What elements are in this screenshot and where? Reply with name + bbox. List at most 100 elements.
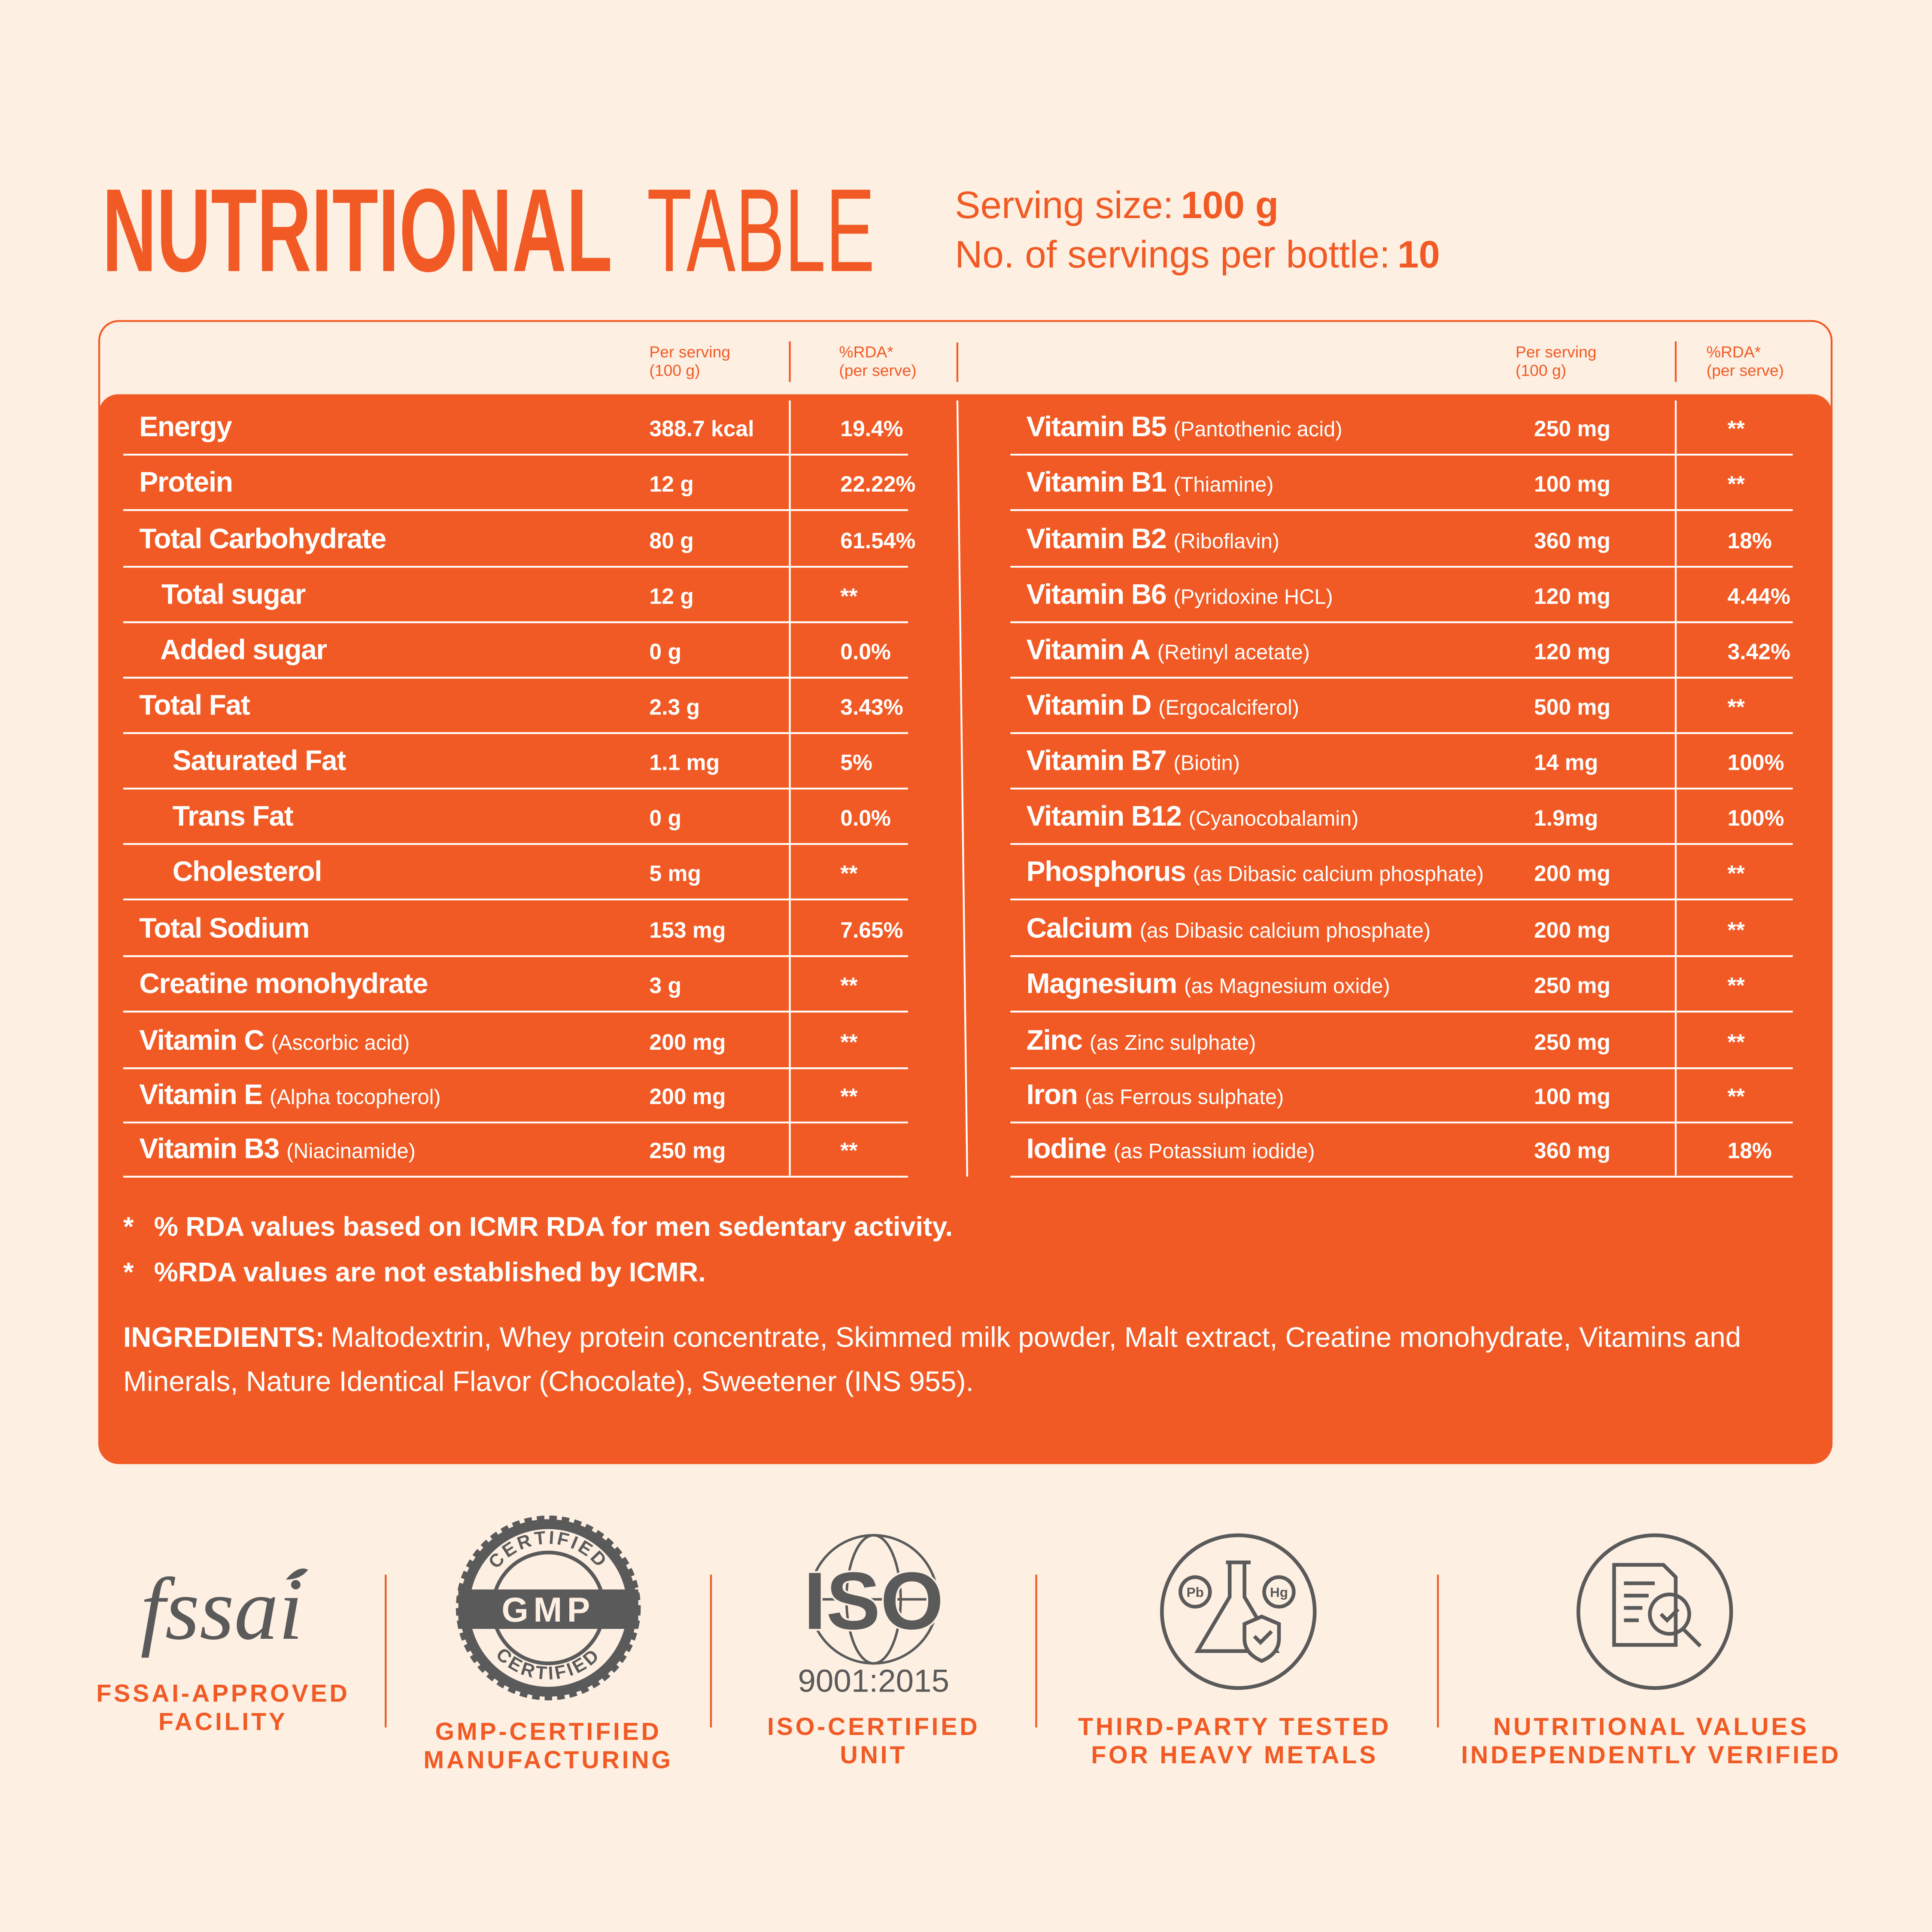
nutrient: Vitamin A (Retinyl acetate) (1027, 633, 1310, 665)
nutrient: Iodine (as Potassium iodide) (1027, 1133, 1315, 1164)
badge-label: FACILITY (158, 1708, 288, 1735)
rda: 22.22% (840, 471, 915, 496)
row: Total sugar 12 g ** (123, 578, 908, 623)
badge-label: ISO-CERTIFIED (767, 1713, 980, 1741)
amount: 2.3 g (649, 695, 700, 720)
nutrient-name: Energy (139, 410, 232, 442)
nutrient: Vitamin B5 (Pantothenic acid) (1027, 410, 1343, 442)
rda: ** (1728, 416, 1745, 441)
nutrient: Vitamin C (Ascorbic acid) (139, 1024, 410, 1056)
badge-dividers (385, 1574, 1439, 1728)
nutrient-name: Total sugar (161, 578, 306, 610)
footnote: %RDA values are not established by ICMR. (154, 1258, 706, 1288)
nutrient: Vitamin D (Ergocalciferol) (1027, 689, 1299, 721)
ingredients: INGREDIENTS: Maltodextrin, Whey protein c… (123, 1321, 1741, 1397)
nutrient: Protein (139, 466, 232, 498)
rda: 3.43% (840, 695, 903, 720)
nutrient-name: Magnesium (1027, 967, 1177, 999)
footnote: % RDA values based on ICMR RDA for men s… (154, 1212, 953, 1242)
nutrient-name: Vitamin E (139, 1078, 262, 1110)
nutrient: Total sugar (161, 578, 306, 610)
label: INGREDIENTS: (123, 1321, 325, 1353)
serving-size: Serving size: 100 g (955, 183, 1279, 226)
nutrient-name: Vitamin B1 (1027, 466, 1166, 498)
badge-label: FOR HEAVY METALS (1091, 1741, 1378, 1769)
col-header: (100 g) (649, 361, 700, 379)
heavy-metals-icon (1160, 1533, 1317, 1690)
rda: 100% (1728, 805, 1784, 830)
badge-label: THIRD-PARTY TESTED (1078, 1713, 1391, 1741)
nutrient-name: Phosphorus (1027, 855, 1186, 887)
leaf (286, 1568, 308, 1580)
iso-number: 9001:2015 (798, 1662, 949, 1698)
amount: 100 mg (1534, 1084, 1610, 1109)
rda: ** (1728, 917, 1745, 942)
iso-logo: ISO 9001:2015 (798, 1534, 949, 1698)
nutrient-name: Total Carbohydrate (139, 522, 386, 554)
nutrient-note: (as Magnesium oxide) (1184, 975, 1390, 998)
row: Total Carbohydrate 80 g 61.54% (123, 522, 915, 568)
row: Total Fat 2.3 g 3.43% (123, 689, 908, 734)
col-header: %RDA* (1707, 343, 1761, 361)
amount: 360 mg (1534, 1138, 1610, 1163)
nutrient: Vitamin B6 (Pyridoxine HCL) (1027, 578, 1333, 610)
nutrient-note: (Ascorbic acid) (271, 1031, 410, 1054)
nutrient-note: (Ergocalciferol) (1158, 696, 1299, 720)
amount: 153 mg (649, 917, 726, 942)
marker: * (123, 1212, 134, 1242)
row: Vitamin D (Ergocalciferol) 500 mg ** (1010, 689, 1793, 734)
rda: ** (840, 1138, 858, 1163)
nutrient-name: Protein (139, 466, 232, 498)
rda: 18% (1728, 528, 1772, 553)
nutrient-name: Cholesterol (173, 855, 322, 887)
header-dividers (789, 341, 1677, 382)
nutrient-note: (as Ferrous sulphate) (1085, 1085, 1284, 1109)
pb: Pb (1187, 1584, 1204, 1600)
amount: 12 g (649, 471, 693, 496)
amount: 200 mg (649, 1084, 726, 1109)
amount: 12 g (649, 583, 693, 608)
nutrient-name: Vitamin B12 (1027, 800, 1182, 832)
col-header: %RDA* (839, 343, 893, 361)
rda: ** (1728, 471, 1745, 496)
nutrient-name: Saturated Fat (173, 744, 346, 776)
badge-label: UNIT (840, 1741, 907, 1769)
nutrient: Vitamin E (Alpha tocopherol) (139, 1078, 440, 1110)
rda: 7.65% (840, 917, 903, 942)
rda: ** (1728, 695, 1745, 720)
nutrient: Iron (as Ferrous sulphate) (1027, 1078, 1284, 1110)
amount: 14 mg (1534, 750, 1598, 775)
nutrient-name: Total Sodium (139, 912, 309, 944)
nutrient: Vitamin B1 (Thiamine) (1027, 466, 1274, 498)
table-panel (98, 394, 1832, 1464)
nutrient: Saturated Fat (173, 744, 346, 776)
rda: ** (840, 1084, 858, 1109)
ingredients-line: Minerals, Nature Identical Flavor (Choco… (123, 1365, 974, 1397)
rda: ** (1728, 861, 1745, 886)
nutrient-name: Trans Fat (173, 800, 294, 832)
nutrient: Total Sodium (139, 912, 309, 944)
nutrient: Creatine monohydrate (139, 967, 428, 999)
row: Creatine monohydrate 3 g ** (123, 967, 908, 1013)
row: Added sugar 0 g 0.0% (123, 633, 908, 679)
nutrient-name: Vitamin C (139, 1024, 264, 1056)
nutrient-note: (as Dibasic calcium phosphate) (1140, 919, 1431, 942)
nutrient-note: (Pyridoxine HCL) (1173, 585, 1333, 608)
footnotes: * % RDA values based on ICMR RDA for men… (123, 1212, 953, 1288)
amount: 100 mg (1534, 471, 1610, 496)
row: Vitamin B1 (Thiamine) 100 mg ** (1010, 466, 1793, 511)
amount: 388.7 kcal (649, 416, 754, 441)
amount: 500 mg (1534, 695, 1610, 720)
col-header: (per serve) (1707, 361, 1784, 379)
rda: ** (840, 1030, 858, 1054)
row: Vitamin E (Alpha tocopherol) 200 mg ** (123, 1078, 908, 1124)
nutrient-note: (Riboflavin) (1173, 530, 1279, 553)
label: Serving size: (955, 183, 1173, 226)
nutrient: Trans Fat (173, 800, 294, 832)
row: Zinc (as Zinc sulphate) 250 mg ** (1010, 1024, 1793, 1069)
nutrient-name: Calcium (1027, 912, 1133, 944)
row: Vitamin B3 (Niacinamide) 250 mg ** (123, 1133, 908, 1178)
nutrient-name: Iodine (1027, 1133, 1106, 1164)
